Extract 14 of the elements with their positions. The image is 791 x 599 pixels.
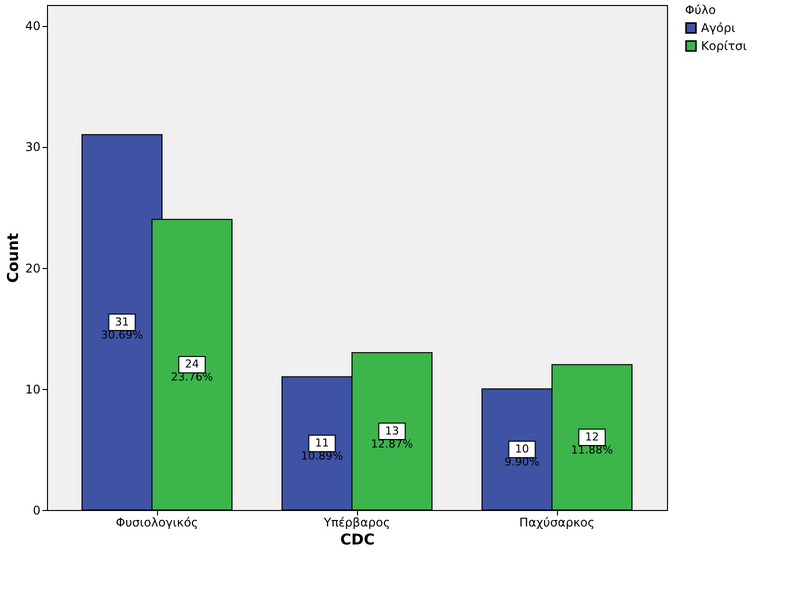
x-axis-title: CDC <box>340 530 375 548</box>
y-tick-label: 20 <box>25 261 40 276</box>
y-axis-title: Count <box>4 233 22 283</box>
y-tick-label: 40 <box>25 19 40 34</box>
legend-label: Αγόρι <box>701 21 736 35</box>
x-tick-label: Φυσιολογικός <box>116 516 198 530</box>
data-label: 10 9.90% <box>504 442 540 468</box>
y-tick-label: 30 <box>25 140 40 154</box>
x-tick-label: Υπέρβαρος <box>322 516 390 530</box>
legend-title: Φύλο <box>685 3 716 17</box>
y-tick-label: 10 <box>25 382 40 396</box>
y-tick-label: 0 <box>32 504 40 518</box>
x-tick-label: Παχύσαρκος <box>519 516 595 530</box>
legend-label: Κορίτσι <box>701 39 747 53</box>
